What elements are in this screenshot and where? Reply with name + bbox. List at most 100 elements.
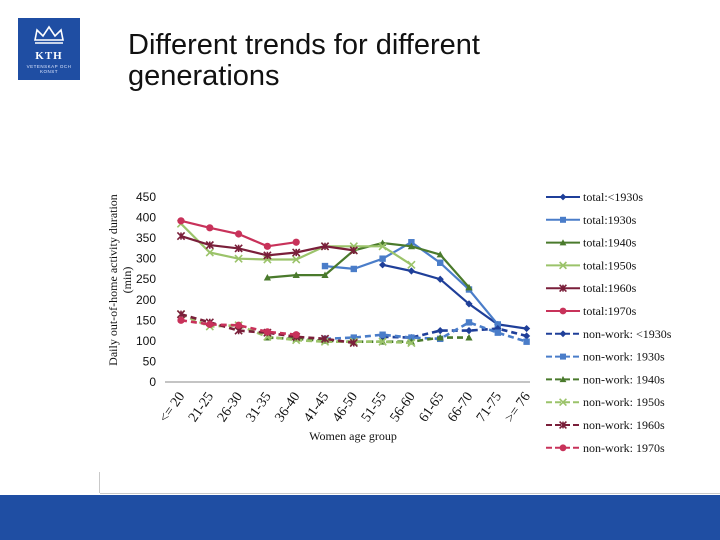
legend-item: total:1930s — [546, 213, 637, 227]
legend-label: total:<1930s — [583, 190, 643, 204]
data-point — [350, 265, 357, 273]
data-point — [234, 244, 243, 253]
data-point — [379, 331, 386, 338]
data-point — [523, 338, 530, 345]
data-point — [408, 239, 415, 246]
legend-label: non-work: 1940s — [583, 372, 665, 386]
x-tick-label: 61-65 — [416, 390, 447, 425]
divider-line — [100, 493, 720, 494]
data-point — [465, 327, 473, 335]
series-total-1930s — [321, 239, 501, 328]
data-point — [465, 300, 473, 308]
legend-item: total:1970s — [546, 304, 637, 318]
series-line — [324, 240, 499, 326]
slide-title-line-2: generations — [128, 60, 280, 92]
crown-icon — [34, 25, 64, 44]
data-point — [321, 271, 329, 278]
data-point — [350, 334, 357, 341]
data-point — [465, 283, 473, 291]
slide-title: Different trends for different generatio… — [128, 30, 628, 92]
data-point — [206, 320, 214, 329]
data-point — [559, 284, 567, 293]
data-point — [176, 231, 186, 241]
x-tick-label: <= 20 — [157, 390, 188, 426]
data-point — [407, 267, 415, 275]
data-point — [559, 307, 567, 315]
data-point — [263, 242, 271, 250]
data-point — [494, 321, 501, 328]
data-point — [205, 248, 214, 257]
chart-axes: Daily out-of-home activity duration (min… — [106, 194, 530, 443]
data-point — [407, 338, 416, 348]
series-total-1960s — [176, 231, 358, 260]
data-point — [378, 242, 387, 251]
data-point — [263, 273, 271, 281]
y-axis-title-line-1: Daily out-of-home activity duration — [106, 194, 120, 366]
data-point — [559, 239, 567, 246]
y-tick-label: 0 — [149, 375, 156, 389]
data-point — [177, 316, 185, 324]
x-tick-label: 51-55 — [359, 390, 390, 425]
legend-item: total:<1930s — [546, 190, 643, 204]
data-point — [379, 261, 387, 269]
data-point — [407, 260, 416, 269]
data-point — [235, 230, 243, 238]
legend-item: non-work: 1940s — [546, 372, 665, 386]
data-point — [494, 329, 501, 336]
data-point — [559, 421, 567, 429]
data-point — [559, 398, 567, 407]
data-point — [436, 275, 444, 283]
legend-item: total:1960s — [546, 281, 637, 295]
data-point — [408, 334, 415, 341]
data-point — [263, 251, 272, 260]
data-point — [560, 216, 566, 223]
data-point — [320, 242, 330, 251]
legend: total:<1930s total:1930s total:1940s total:… — [546, 190, 672, 455]
y-tick-label: 100 — [136, 334, 156, 348]
logo-text: KTH — [35, 50, 63, 62]
y-tick-labels: 0 50 100 150 200 250 300 350 400 450 — [136, 190, 156, 389]
data-point — [560, 353, 566, 360]
data-point — [494, 324, 502, 333]
data-point — [349, 338, 358, 348]
legend-label: non-work: 1930s — [583, 350, 665, 364]
series-total-1970s — [177, 217, 300, 250]
data-point — [559, 261, 567, 270]
data-point — [234, 254, 243, 263]
data-point — [292, 331, 300, 339]
data-point — [436, 334, 444, 341]
legend-item: non-work: <1930s — [546, 327, 672, 341]
legend-item: non-work: 1930s — [546, 350, 665, 364]
y-tick-label: 150 — [136, 313, 156, 327]
series-line — [382, 263, 527, 330]
data-point — [523, 332, 531, 340]
data-point — [320, 334, 330, 343]
y-tick-label: 350 — [136, 231, 156, 245]
y-tick-label: 200 — [136, 293, 156, 307]
legend-label: total:1970s — [583, 304, 637, 318]
y-tick-label: 300 — [136, 252, 156, 266]
legend-label: total:1950s — [583, 258, 637, 272]
data-point — [349, 246, 358, 255]
data-point — [559, 330, 567, 338]
data-point — [559, 376, 567, 383]
x-tick-label: 46-50 — [330, 390, 361, 425]
legend-item: non-work: 1970s — [546, 441, 665, 455]
y-axis-title-line-2: (min) — [120, 267, 134, 294]
x-tick-label: 66-70 — [445, 390, 476, 425]
legend-label: total:1960s — [583, 281, 637, 295]
slide-title-line-1: Different trends for different — [128, 29, 480, 61]
x-tick-label: 41-45 — [301, 390, 332, 425]
y-tick-label: 450 — [136, 190, 156, 204]
legend-label: non-work: 1950s — [583, 395, 665, 409]
legend-label: non-work: <1930s — [583, 327, 672, 341]
divider-tick — [99, 472, 100, 493]
footer-bar — [0, 495, 720, 540]
data-point — [292, 271, 300, 278]
x-tick-label: 26-30 — [215, 390, 246, 425]
data-point — [465, 319, 473, 326]
legend-label: total:1930s — [583, 213, 637, 227]
x-tick-label: 71-75 — [474, 390, 505, 425]
data-point — [559, 444, 567, 452]
